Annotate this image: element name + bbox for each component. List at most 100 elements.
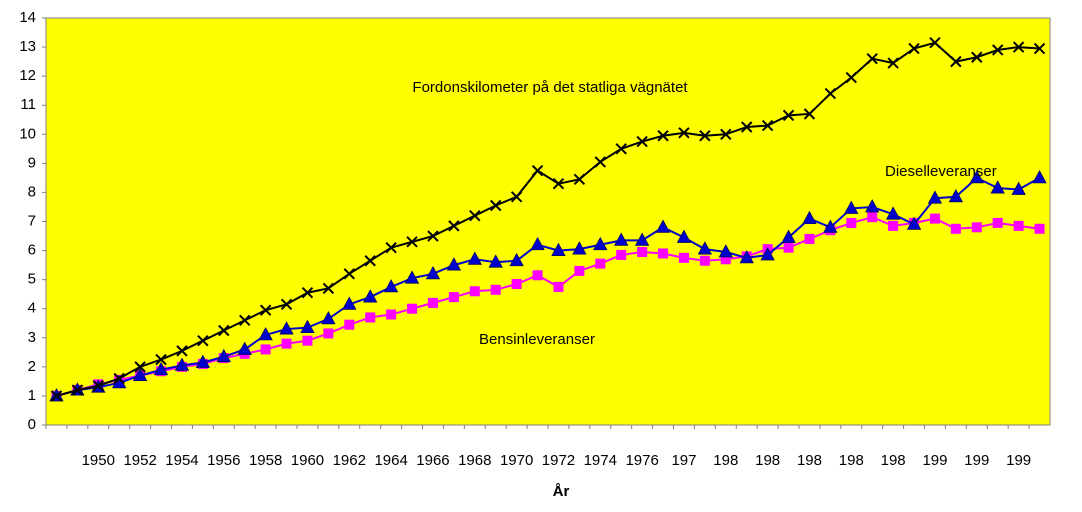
marker: [572, 241, 587, 255]
y-tick-label: 11: [20, 96, 36, 113]
marker: [782, 109, 795, 122]
x-tick-label: 198: [881, 452, 906, 469]
marker: [363, 289, 378, 303]
y-tick-label: 3: [28, 329, 36, 346]
marker: [971, 222, 982, 233]
marker: [343, 268, 355, 280]
x-tick-label: 199: [922, 452, 947, 469]
marker: [92, 380, 104, 392]
series-label: Bensinleveranser: [479, 331, 595, 348]
marker: [281, 338, 292, 349]
x-tick-label: 198: [713, 452, 738, 469]
marker: [720, 128, 732, 140]
y-tick-label: 1: [28, 387, 36, 404]
marker: [364, 255, 376, 267]
marker: [237, 341, 252, 355]
y-tick-label: 0: [28, 416, 36, 433]
x-tick-label: 1964: [374, 452, 407, 469]
marker: [887, 57, 899, 69]
marker: [531, 164, 544, 177]
marker: [593, 236, 608, 251]
marker: [781, 229, 796, 243]
marker: [216, 348, 231, 363]
series-label: Dieselleveranser: [885, 163, 997, 180]
marker: [760, 247, 775, 261]
x-tick-label: 1958: [249, 452, 282, 469]
marker: [699, 255, 710, 266]
marker: [260, 344, 271, 355]
marker: [132, 367, 148, 381]
marker: [404, 270, 420, 284]
marker: [532, 270, 543, 281]
marker: [322, 282, 335, 295]
x-tick-label: 1972: [542, 452, 575, 469]
marker: [427, 230, 439, 242]
x-tick-label: 1974: [584, 452, 617, 469]
y-tick-label: 5: [28, 271, 36, 288]
marker: [258, 327, 273, 341]
y-tick-label: 14: [19, 9, 36, 26]
marker: [448, 220, 460, 232]
marker: [342, 296, 357, 310]
marker: [908, 42, 920, 55]
y-tick-label: 6: [28, 242, 36, 259]
marker: [761, 119, 774, 132]
marker: [323, 328, 334, 339]
marker: [678, 252, 689, 263]
marker: [279, 321, 294, 335]
marker: [927, 190, 943, 204]
marker: [510, 191, 523, 203]
marker: [1013, 220, 1024, 231]
y-tick-label: 7: [28, 212, 36, 229]
marker: [678, 127, 690, 139]
x-tick-label: 1950: [82, 452, 115, 469]
marker: [365, 312, 376, 323]
marker: [488, 254, 503, 268]
x-tick-label: 1976: [625, 452, 658, 469]
marker: [637, 247, 648, 258]
marker: [718, 244, 733, 258]
marker: [676, 229, 692, 243]
marker: [824, 87, 837, 100]
marker: [888, 220, 899, 231]
marker: [469, 286, 480, 297]
marker: [1012, 41, 1025, 53]
marker: [906, 216, 922, 230]
x-tick-label: 1960: [291, 452, 324, 469]
y-tick-label: 9: [28, 154, 36, 171]
x-tick-label: 1962: [333, 452, 366, 469]
marker: [990, 180, 1005, 194]
marker: [259, 304, 272, 316]
x-tick-label: 1956: [207, 452, 240, 469]
x-axis-title: År: [553, 483, 570, 500]
marker: [655, 219, 671, 233]
plot-content: [49, 37, 1047, 402]
marker: [239, 314, 251, 327]
marker: [155, 353, 167, 366]
marker: [929, 37, 941, 49]
marker: [218, 324, 230, 337]
marker: [552, 177, 565, 190]
marker: [553, 281, 564, 292]
marker: [950, 55, 962, 68]
x-tick-label: 197: [671, 452, 696, 469]
marker: [739, 249, 754, 264]
marker: [866, 52, 878, 65]
x-tick-label: 198: [797, 452, 822, 469]
marker: [844, 200, 859, 214]
marker: [407, 303, 418, 314]
marker: [530, 236, 545, 251]
marker: [615, 143, 627, 155]
x-tick-label: 1952: [123, 452, 156, 469]
x-tick-label: 1968: [458, 452, 491, 469]
marker: [992, 44, 1004, 56]
marker: [385, 241, 397, 254]
marker: [948, 188, 964, 203]
marker: [846, 217, 857, 228]
marker: [448, 292, 459, 303]
marker: [595, 258, 606, 269]
marker: [658, 248, 669, 259]
marker: [823, 219, 838, 233]
x-tick-label: 199: [964, 452, 989, 469]
